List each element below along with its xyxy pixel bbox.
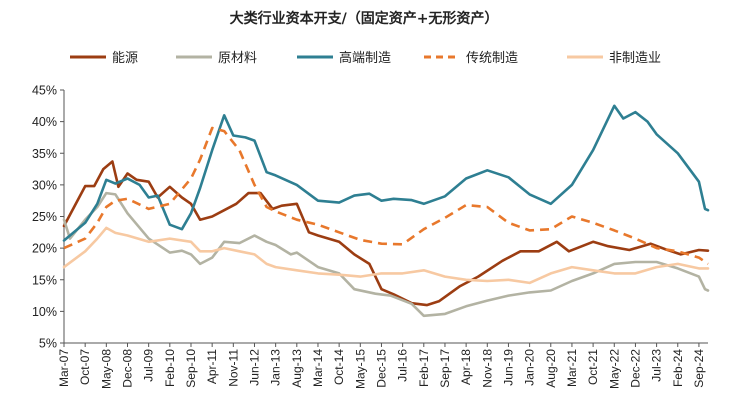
x-tick-label: Mar-07	[57, 349, 71, 387]
x-tick-label: Feb-10	[163, 349, 177, 387]
legend-label-3: 高端制造	[339, 50, 391, 66]
x-tick-label: Sep-17	[438, 349, 452, 388]
x-tick-label: Nov-11	[226, 349, 240, 387]
series-layer	[62, 104, 710, 318]
series-line-3	[62, 104, 710, 242]
x-tick-label: Jan-13	[269, 349, 283, 386]
x-tick-label: Apr-11	[205, 349, 219, 384]
x-tick-label: Oct-21	[586, 349, 600, 385]
x-tick-label: Sep-24	[692, 349, 706, 388]
chart-legend: 能源 原材料 高端制造 传统制造 非制造业	[70, 50, 661, 66]
x-axis: Mar-07 Oct-07 May-08 Dec-08 Jul-09 Feb-10 Sep-…	[57, 342, 708, 389]
legend-label-2: 原材料	[218, 51, 257, 66]
x-tick-label: Jun-19	[501, 349, 515, 386]
y-tick-label: 35%	[32, 147, 57, 161]
x-tick-label: Jun-12	[247, 349, 261, 386]
x-tick-label: Jul-16	[396, 349, 410, 382]
x-tick-label: Jul-09	[142, 349, 156, 382]
x-tick-label: Aug-20	[544, 349, 558, 388]
legend-label-1: 能源	[112, 51, 138, 66]
x-tick-label: Sep-10	[184, 349, 198, 388]
x-tick-label: May-22	[607, 349, 621, 389]
y-tick-label: 5%	[39, 337, 57, 351]
x-tick-label: Jan-20	[523, 349, 537, 386]
x-tick-label: Oct-07	[78, 349, 92, 385]
x-tick-label: May-08	[99, 349, 113, 389]
x-tick-label: Mar-14	[311, 349, 325, 387]
x-tick-label: Dec-22	[628, 349, 642, 388]
series-line-2	[62, 191, 710, 318]
legend-label-4: 传统制造	[466, 51, 518, 66]
y-tick-label: 10%	[32, 305, 57, 319]
series-line-5	[62, 226, 710, 285]
x-tick-label: Oct-14	[332, 349, 346, 385]
legend-label-5: 非制造业	[609, 51, 661, 66]
y-tick-label: 25%	[32, 210, 57, 224]
x-tick-label: Dec-15	[374, 349, 388, 388]
x-tick-label: May-15	[353, 349, 367, 389]
x-tick-label: Mar-21	[565, 349, 579, 387]
x-tick-label: Jul-23	[650, 349, 664, 382]
chart-title: 大类行业资本开支/（固定资产+无形资产）	[230, 10, 499, 27]
x-tick-label: Aug-13	[290, 349, 304, 388]
x-tick-label: Feb-24	[671, 349, 685, 387]
series-line-1	[62, 160, 710, 307]
series-line-4	[63, 126, 709, 265]
x-tick-label: Feb-17	[417, 349, 431, 387]
y-tick-label: 45%	[32, 84, 57, 98]
y-axis: 5% 10% 15% 20% 25% 30% 35% 40% 45%	[32, 84, 65, 351]
x-tick-label: Apr-18	[459, 349, 473, 385]
y-tick-label: 20%	[32, 242, 57, 256]
x-tick-label: Nov-18	[480, 349, 494, 388]
y-tick-label: 15%	[32, 273, 57, 287]
y-tick-label: 30%	[32, 178, 57, 192]
y-tick-label: 40%	[32, 115, 57, 129]
x-tick-label: Dec-08	[120, 349, 134, 388]
